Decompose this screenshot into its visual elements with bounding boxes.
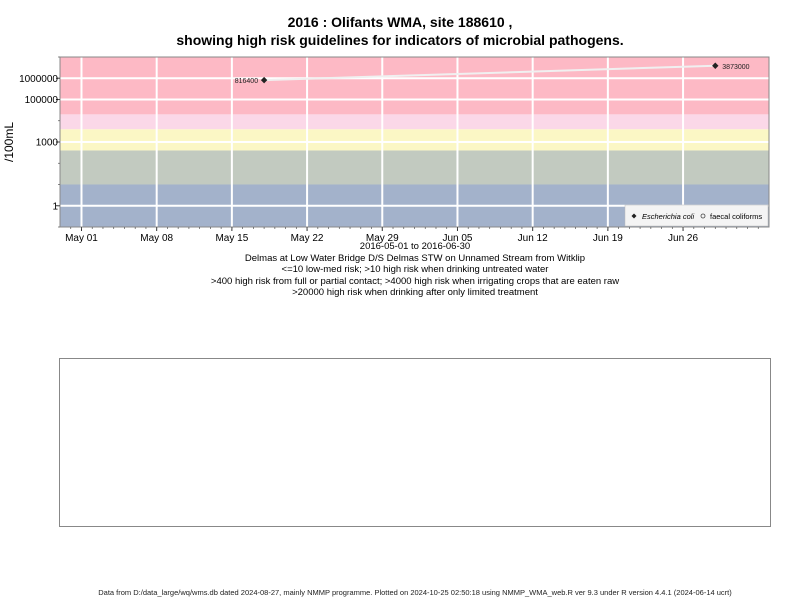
x-axis: May 01 May 08 May 15 May 22 May 29 Jun 05 Jun …: [65, 227, 759, 244]
guideline-caption-2: >400 high risk from full or partial cont…: [210, 276, 620, 287]
date-range-caption: 2016-05-01 to 2016-06-30: [359, 241, 471, 252]
x-tick-label: May 08: [140, 233, 173, 244]
legend-label-ecoli: Escherichia coli: [642, 212, 694, 221]
site-caption: Delmas at Low Water Bridge D/S Delmas ST…: [244, 253, 586, 264]
data-label: 816400: [235, 78, 258, 85]
risk-band-4: [60, 57, 769, 115]
x-tick-label: Jun 05: [442, 233, 472, 244]
x-tick-label: Jun 19: [593, 233, 623, 244]
data-point-ecoli: [260, 76, 268, 84]
data-point-ecoli: [712, 62, 719, 69]
x-tick-label: Jun 12: [518, 233, 548, 244]
chart-title-line-1: 2016 : Olifants WMA, site 188610 ,: [287, 14, 513, 30]
risk-band-3: [60, 114, 769, 130]
x-tick-label: May 29: [366, 233, 399, 244]
risk-band-2: [60, 129, 769, 151]
y-tick-label: 1: [52, 201, 58, 212]
chart-title-line-2: showing high risk guidelines for indicat…: [176, 32, 624, 48]
x-tick-label: May 01: [65, 233, 98, 244]
trend-line-layer: [264, 64, 716, 82]
y-tick-label: 1000000: [19, 74, 58, 85]
legend-marker-ecoli: [631, 213, 637, 219]
x-tick-label: Jun 26: [668, 233, 698, 244]
footer-note: Data from D:/data_large/wq/wms.db dated …: [98, 588, 732, 597]
y-tick-label: 100000: [25, 95, 59, 106]
risk-bands: [60, 57, 769, 227]
legend-box: [624, 204, 769, 227]
y-axis-label: /100mL: [2, 122, 16, 162]
data-points: 816400 3873000: [235, 62, 750, 85]
legend-marker-faecal: [700, 213, 706, 219]
risk-band-1: [60, 150, 769, 185]
empty-plot-panel: [59, 358, 771, 527]
x-tick-label: May 22: [291, 233, 324, 244]
grid-lines: [60, 57, 769, 227]
data-label: 3873000: [722, 64, 749, 71]
legend: Escherichia coli faecal coliforms: [624, 204, 769, 227]
trend-line: [264, 64, 716, 82]
x-tick-label: May 15: [215, 233, 248, 244]
guideline-caption-3: >20000 high risk when drinking after onl…: [292, 287, 538, 298]
y-tick-label: 1000: [36, 138, 59, 149]
y-axis: 1 1000 100000 1000000: [19, 56, 60, 228]
legend-label-faecal: faecal coliforms: [710, 212, 762, 221]
guideline-caption-1: <=10 low-med risk; >10 high risk when dr…: [281, 264, 549, 275]
